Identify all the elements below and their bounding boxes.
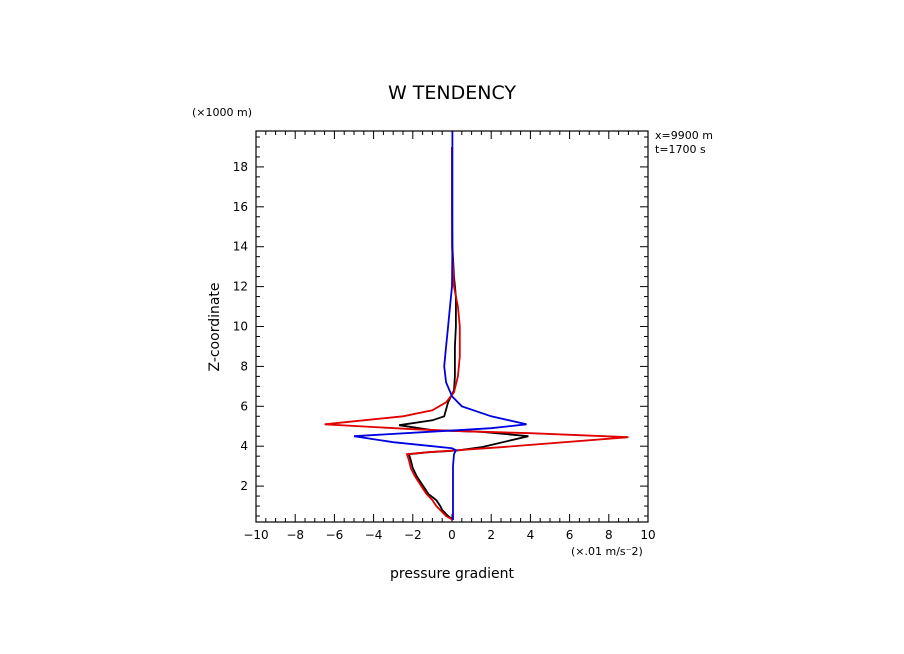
annotation-time: t=1700 s [655,143,706,156]
x-units-label: (×.01 m/s⁻2) [571,545,643,558]
y-tick-label: 12 [233,280,248,294]
x-tick-label: 8 [605,528,613,542]
x-tick-label: 4 [527,528,535,542]
x-tick-label: 2 [487,528,495,542]
series-black-line [398,147,529,521]
series-blue-line [353,131,527,520]
x-axis-label: pressure gradient [390,566,514,582]
axis-ticks: −10 −8 −6 −4 −2 0 2 4 6 8 10 2 4 6 8 10 12 14 16 18 [233,131,656,542]
y-units-label: (×1000 m) [192,106,252,119]
x-tick-label: −8 [286,528,304,542]
y-tick-label: 16 [233,200,248,214]
y-axis-label: Z-coordinate [207,282,223,371]
y-tick-label: 8 [240,359,248,373]
series-red-line [324,147,629,521]
x-tick-label: −10 [243,528,268,542]
x-tick-label: −4 [365,528,383,542]
y-tick-label: 2 [240,479,248,493]
series-group [324,131,629,521]
y-tick-label: 6 [240,399,248,413]
chart-title: W TENDENCY [388,82,516,104]
y-tick-label: 14 [233,240,248,254]
plot-frame [255,130,649,523]
x-tick-label: −2 [404,528,422,542]
x-tick-label: 0 [448,528,456,542]
y-tick-label: 4 [240,439,248,453]
annotation-position: x=9900 m [655,129,713,142]
x-tick-label: 6 [566,528,574,542]
y-tick-label: 10 [233,320,248,334]
y-tick-label: 18 [233,160,248,174]
x-tick-label: −6 [326,528,344,542]
x-tick-label: 10 [640,528,655,542]
